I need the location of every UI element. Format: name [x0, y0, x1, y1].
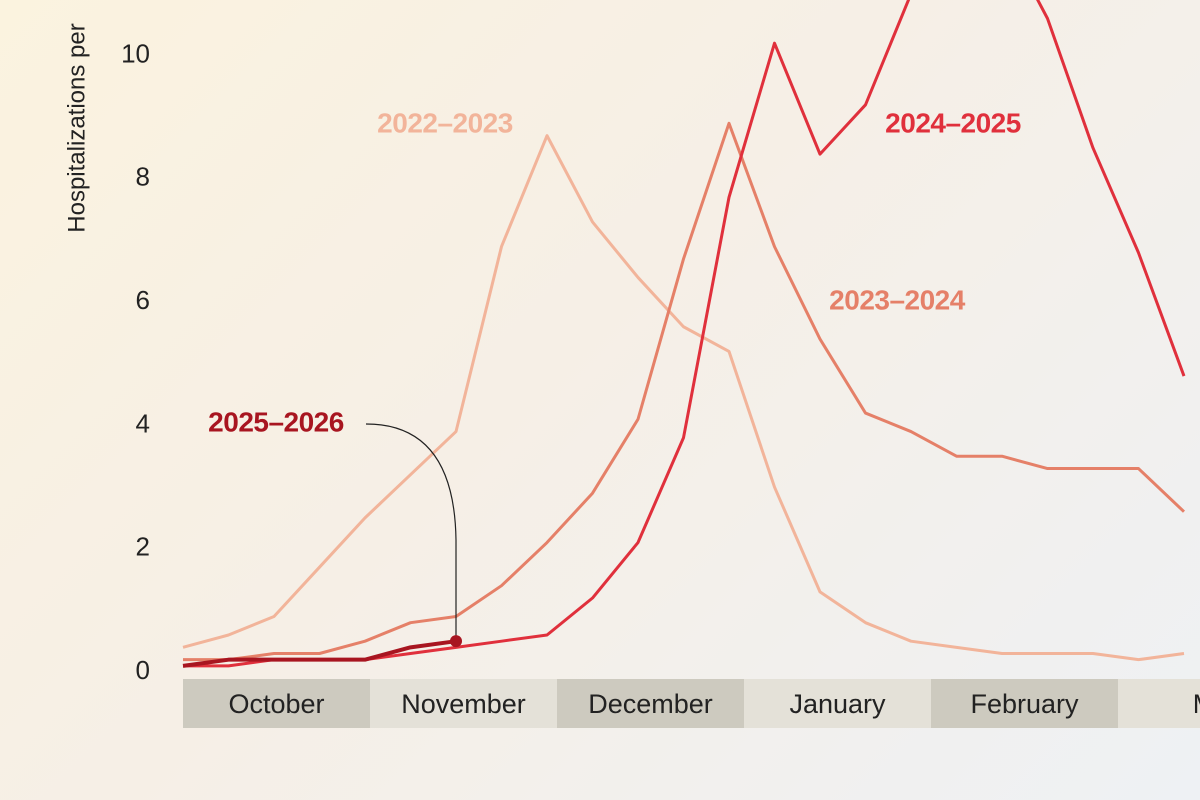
series-line	[183, 0, 1186, 668]
x-tick-label: Ma	[1193, 689, 1200, 719]
month-band	[183, 679, 370, 728]
x-tick-label: October	[228, 689, 324, 719]
y-tick-label: 2	[136, 532, 150, 562]
annotation-line	[365, 423, 457, 642]
plot-area	[182, 0, 1186, 668]
y-tick-label: 8	[136, 162, 150, 192]
series-line	[183, 121, 1186, 662]
month-band	[557, 679, 744, 728]
y-tick-label: 6	[136, 285, 150, 315]
series-label: 2024–2025	[885, 107, 1021, 138]
series-line	[182, 134, 1185, 662]
month-band	[931, 679, 1118, 728]
y-tick-label: 4	[136, 408, 150, 438]
series-label: 2023–2024	[829, 284, 966, 315]
x-tick-label: December	[588, 689, 713, 719]
x-tick-label: November	[401, 689, 526, 719]
y-tick-label: 0	[136, 655, 150, 685]
x-tick-label: February	[970, 689, 1079, 719]
series-line	[182, 639, 457, 668]
y-axis-title: Hospitalizations per	[63, 23, 90, 232]
series-label: 2025–2026	[208, 406, 344, 437]
x-tick-label: January	[789, 689, 886, 719]
month-band	[1118, 679, 1200, 728]
month-band	[370, 679, 557, 728]
end-point	[450, 635, 462, 648]
month-band	[744, 679, 931, 728]
series-label: 2022–2023	[377, 107, 513, 138]
y-tick-label: 10	[121, 38, 150, 68]
